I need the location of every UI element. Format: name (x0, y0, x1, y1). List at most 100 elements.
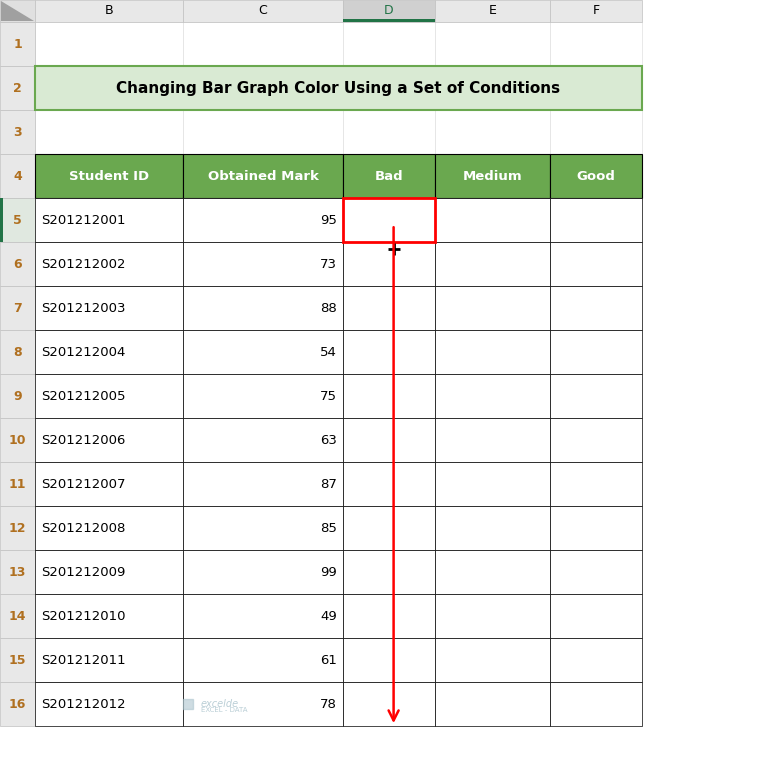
Bar (435, 0, 550, 22)
Bar (0, 198, 3, 242)
Bar (35, 682, 183, 726)
Bar (550, 110, 642, 154)
Text: 73: 73 (320, 257, 337, 270)
Bar (435, 66, 550, 110)
Bar (183, 594, 343, 638)
Text: S201212002: S201212002 (41, 257, 126, 270)
Bar (435, 462, 550, 506)
Bar (0, 110, 35, 154)
Text: 6: 6 (13, 257, 21, 270)
Text: 16: 16 (8, 698, 26, 711)
Text: 5: 5 (13, 213, 22, 226)
Polygon shape (1, 1, 34, 21)
Bar (35, 66, 642, 110)
Bar (550, 506, 642, 550)
Bar (0, 418, 35, 462)
Bar (343, 19, 435, 22)
Bar (550, 638, 642, 682)
Bar (343, 154, 435, 198)
Bar (343, 286, 435, 330)
Bar (183, 506, 343, 550)
Bar (0, 22, 35, 66)
Bar (435, 198, 550, 242)
Bar (435, 154, 550, 198)
Text: EXCEL - DATA: EXCEL - DATA (201, 707, 248, 713)
Bar (343, 330, 435, 374)
Bar (343, 550, 435, 594)
Text: 75: 75 (320, 390, 337, 403)
Bar (183, 550, 343, 594)
Text: C: C (258, 5, 268, 18)
Bar (435, 22, 550, 66)
Bar (0, 242, 35, 286)
Text: 88: 88 (321, 302, 337, 315)
Text: S201212004: S201212004 (41, 345, 125, 358)
Text: S201212008: S201212008 (41, 522, 125, 535)
Bar (435, 418, 550, 462)
Bar (550, 682, 642, 726)
Bar (35, 66, 183, 110)
Bar (0, 594, 35, 638)
Bar (35, 286, 183, 330)
Text: S201212006: S201212006 (41, 433, 125, 446)
Bar (343, 682, 435, 726)
Bar (550, 550, 642, 594)
Bar (0, 198, 35, 242)
Bar (0, 66, 35, 110)
Text: 3: 3 (13, 125, 21, 138)
Bar (35, 506, 183, 550)
Text: Student ID: Student ID (69, 170, 149, 183)
Text: 1: 1 (13, 37, 22, 50)
Bar (35, 242, 183, 286)
Bar (35, 330, 183, 374)
Bar (343, 594, 435, 638)
Bar (550, 242, 642, 286)
Text: 7: 7 (13, 302, 22, 315)
Text: 9: 9 (13, 390, 21, 403)
Bar (550, 22, 642, 66)
Bar (343, 418, 435, 462)
Text: 14: 14 (8, 610, 26, 623)
Text: 10: 10 (8, 433, 26, 446)
Bar (0, 682, 35, 726)
Bar (550, 330, 642, 374)
Text: 49: 49 (321, 610, 337, 623)
Bar (0, 0, 35, 22)
Bar (435, 594, 550, 638)
Bar (550, 594, 642, 638)
Text: 15: 15 (8, 653, 26, 666)
Bar (0, 374, 35, 418)
Bar (35, 110, 183, 154)
Bar (0, 154, 35, 198)
Bar (35, 638, 183, 682)
Text: 61: 61 (320, 653, 337, 666)
Text: S201212005: S201212005 (41, 390, 126, 403)
Bar (183, 110, 343, 154)
Bar (343, 22, 435, 66)
Bar (550, 66, 642, 110)
Bar (343, 242, 435, 286)
Bar (183, 286, 343, 330)
Text: 8: 8 (13, 345, 21, 358)
Bar (183, 198, 343, 242)
Text: 54: 54 (320, 345, 337, 358)
Text: 12: 12 (8, 522, 26, 535)
Bar (550, 374, 642, 418)
Bar (343, 638, 435, 682)
Bar (435, 506, 550, 550)
Bar (183, 418, 343, 462)
Text: S201212011: S201212011 (41, 653, 126, 666)
Text: Bad: Bad (375, 170, 403, 183)
Bar (435, 374, 550, 418)
Text: S201212010: S201212010 (41, 610, 126, 623)
Bar (183, 22, 343, 66)
Text: 63: 63 (320, 433, 337, 446)
Text: B: B (104, 5, 114, 18)
Bar (550, 198, 642, 242)
Text: F: F (592, 5, 600, 18)
Text: Good: Good (577, 170, 615, 183)
Text: 85: 85 (320, 522, 337, 535)
Bar (550, 0, 642, 22)
Bar (183, 154, 343, 198)
Bar (435, 242, 550, 286)
